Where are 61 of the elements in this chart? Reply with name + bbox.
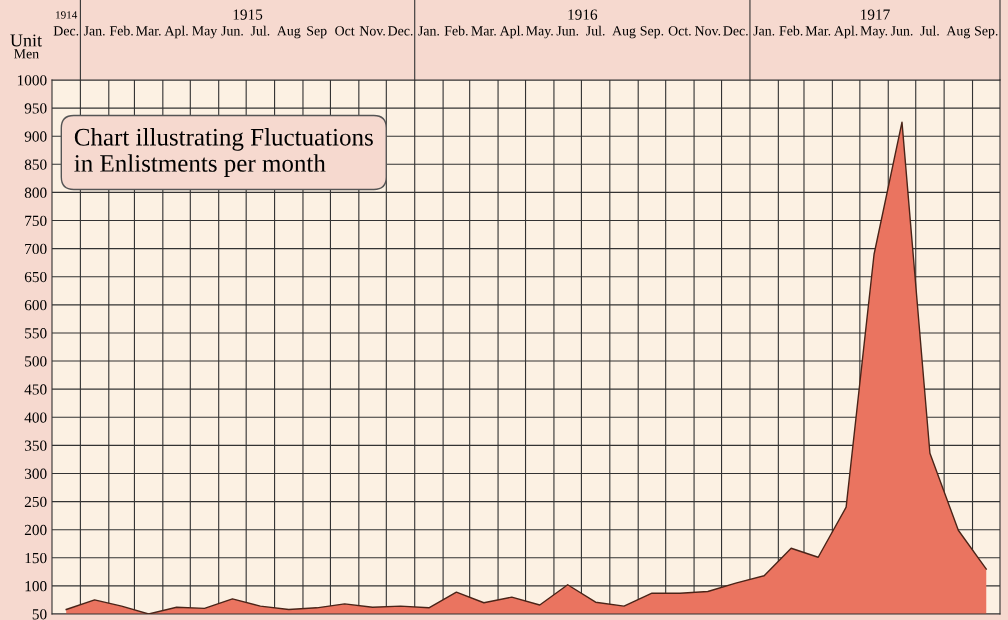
y-tick-label: 400	[24, 412, 47, 423]
y-tick-label: 150	[25, 552, 47, 564]
x-tick-label: May.	[526, 26, 553, 39]
text: 1915	[233, 9, 263, 20]
x-tick-label: Mar.	[136, 26, 161, 36]
x-tick-label: Jun.	[556, 26, 579, 36]
y-tick-label: 700	[25, 243, 47, 255]
x-tick-label: Feb.	[109, 25, 133, 36]
x-tick-label: Dec.	[53, 26, 79, 36]
x-tick-label: Jan.	[418, 26, 439, 36]
y-axis-title: Men	[14, 49, 39, 59]
x-tick-label: Jun.	[890, 26, 913, 36]
x-tick-label: Dec.	[723, 26, 748, 36]
y-tick-label: 750	[25, 215, 47, 226]
y-tick-label: 100	[25, 581, 47, 592]
y-tick-label: 800	[24, 187, 47, 198]
y-tick-label: 850	[24, 159, 47, 170]
x-tick-label: Nov.	[359, 26, 385, 36]
x-tick-label: Sep	[307, 26, 327, 39]
y-tick-label: 450	[24, 384, 47, 395]
y-tick-label: 300	[24, 468, 47, 479]
y-tick-label: 650	[24, 271, 47, 283]
x-tick-label: Feb.	[779, 25, 803, 36]
y-tick-label: 900	[24, 131, 47, 142]
y-tick-label: 600	[24, 299, 47, 311]
y-tick-label: 550	[25, 328, 47, 339]
x-tick-label: May.	[860, 26, 888, 39]
text: 1917	[861, 9, 890, 20]
y-tick-label: 500	[25, 356, 47, 367]
x-tick-label: Aug	[612, 26, 636, 39]
x-tick-label: Aug	[276, 26, 301, 39]
text: 1916	[568, 9, 598, 20]
x-tick-label: Dec.	[388, 26, 413, 36]
text: Unit	[10, 34, 42, 47]
x-tick-label: Mar.	[471, 26, 496, 36]
x-tick-label: Jan.	[753, 26, 775, 36]
x-tick-label: Sep.	[975, 26, 998, 39]
y-tick-label: 200	[24, 524, 47, 536]
x-tick-label: Apl.	[164, 25, 188, 39]
text: 1914	[56, 11, 78, 19]
x-tick-label: Oct	[335, 26, 355, 36]
y-tick-label: 50	[32, 609, 47, 620]
x-tick-label: Jun.	[221, 26, 243, 36]
y-tick-label: 950	[24, 103, 47, 114]
y-tick-label: 1000	[17, 75, 47, 86]
x-tick-label: Oct.	[668, 26, 691, 36]
x-tick-label: May	[192, 26, 218, 39]
x-tick-label: Feb.	[444, 25, 468, 36]
text: Chart illustrating Fluctuations in Enlistments per month	[74, 128, 373, 177]
x-tick-label: Nov.	[694, 26, 721, 36]
x-tick-label: Mar.	[805, 26, 831, 36]
x-tick-label: Apl.	[834, 25, 858, 39]
x-tick-label: Jul.	[586, 25, 605, 36]
x-tick-label: Aug	[946, 26, 971, 39]
y-tick-label: 350	[24, 440, 47, 451]
x-tick-label: Jul.	[920, 25, 939, 36]
x-tick-label: Sep.	[640, 26, 664, 39]
x-tick-label: Apl.	[499, 25, 524, 39]
y-tick-label: 250	[24, 496, 47, 508]
x-tick-label: Jan.	[83, 26, 105, 36]
x-tick-label: Jul.	[250, 25, 270, 36]
